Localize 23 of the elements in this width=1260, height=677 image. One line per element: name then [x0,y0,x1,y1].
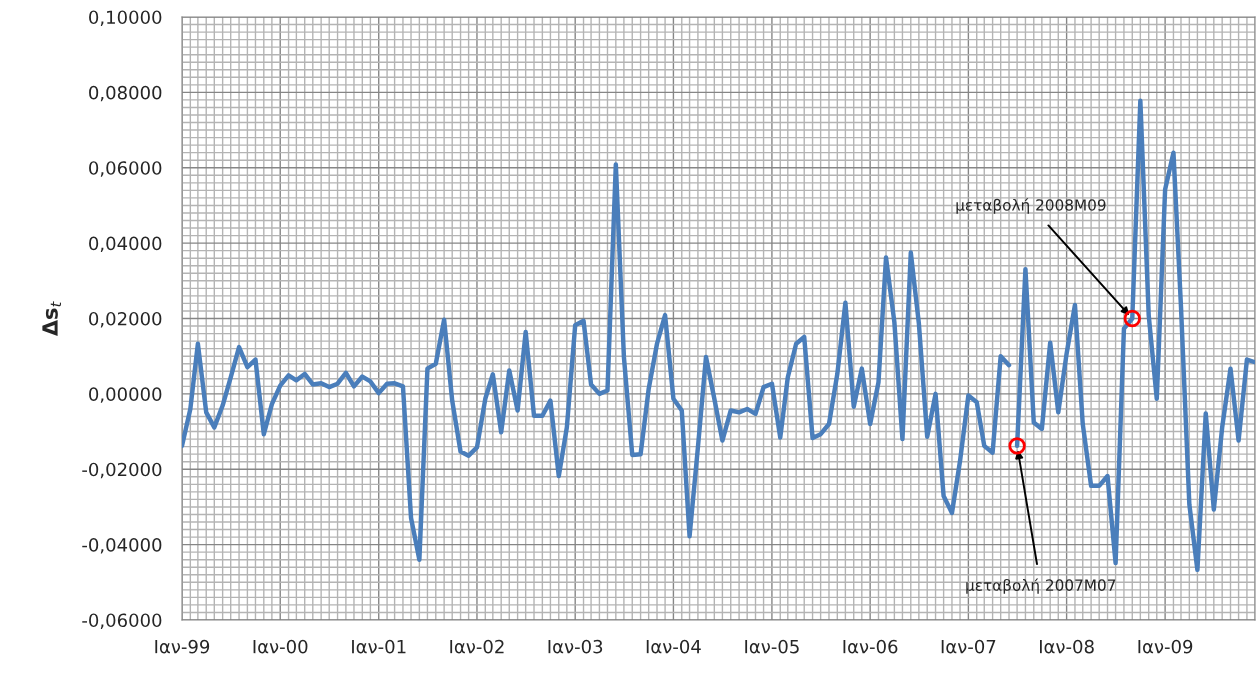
y-tick-label: -0,04000 [82,538,162,554]
x-tick-label: Ιαν-09 [1138,639,1193,654]
y-tick-label: 0,06000 [89,161,162,177]
y-tick-label: 0,04000 [89,236,162,253]
y-tick-label: 0,00000 [89,387,162,403]
x-tick-label: Ιαν-08 [1039,639,1094,654]
y-tick-label: -0,02000 [82,462,162,479]
y-tick-label: 0,08000 [89,85,162,102]
annotation: μεταβολή 2007M07 [966,578,1116,594]
y-axis-title: Δs$_{t}$ [42,301,61,336]
x-tick-label: Ιαν-06 [843,639,898,654]
x-tick-label: Ιαν-03 [548,639,603,654]
annotation: μεταβολή 2008M09 [956,198,1106,214]
x-tick-label: Ιαν-99 [155,639,210,654]
x-tick-label: Ιαν-07 [941,639,996,654]
x-tick-label: Ιαν-05 [745,639,799,654]
y-tick-label: 0,10000 [89,10,162,26]
x-tick-label: Ιαν-04 [646,639,701,654]
y-tick-label: 0,02000 [89,311,162,328]
x-tick-label: Ιαν-02 [450,639,504,654]
x-tick-label: Ιαν-00 [253,639,308,654]
y-tick-label: -0,06000 [82,613,162,629]
x-tick-label: Ιαν-01 [352,639,406,654]
